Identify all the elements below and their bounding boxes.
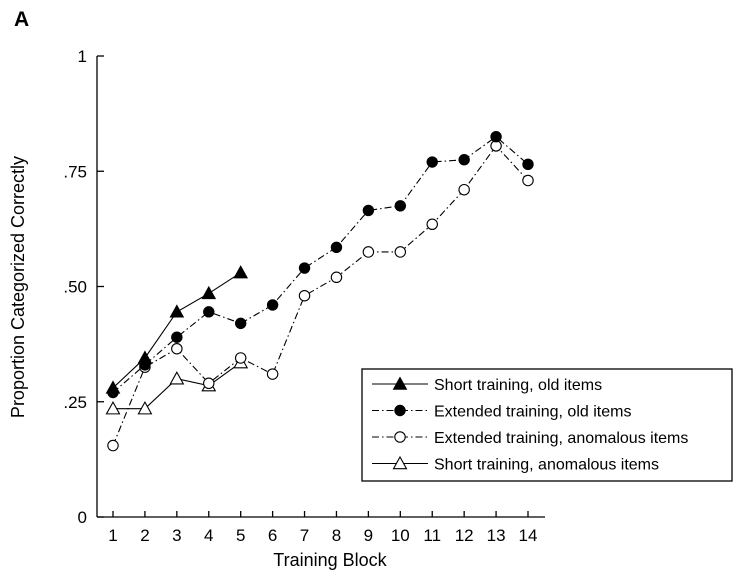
legend-label: Short training, anomalous items: [434, 457, 659, 474]
y-tick-label: .25: [63, 393, 87, 412]
marker-filled-circle: [203, 306, 215, 318]
x-tick-label: 6: [268, 526, 277, 545]
marker-open-circle: [298, 289, 311, 302]
x-tick-label: 4: [204, 526, 213, 545]
panel-label: A: [14, 8, 29, 31]
x-tick-label: 14: [519, 526, 538, 545]
marker-open-circle: [266, 368, 279, 380]
series-line: [112, 272, 241, 389]
marker-filled-circle: [394, 404, 406, 417]
marker-open-circle: [234, 352, 247, 364]
y-tick-label: .75: [63, 162, 87, 181]
legend: Short training, old items Extended traini…: [361, 368, 733, 482]
marker-filled-triangle: [233, 265, 249, 279]
x-tick-label: 12: [455, 526, 474, 545]
x-tick-label: 11: [423, 526, 441, 545]
series-group: [105, 354, 249, 415]
x-tick-label: 5: [236, 526, 245, 545]
marker-filled-circle: [426, 156, 438, 168]
x-tick-label: 8: [332, 526, 341, 545]
marker-open-circle: [171, 342, 183, 355]
legend-label: Short training, old items: [434, 377, 602, 394]
marker-filled-triangle: [392, 376, 408, 390]
marker-filled-circle: [298, 262, 311, 274]
legend-label: Extended training, anomalous items: [434, 430, 688, 447]
plot-area: [105, 130, 534, 452]
legend-box: [361, 368, 733, 482]
series-group: [107, 130, 534, 399]
marker-filled-triangle: [169, 304, 185, 318]
marker-filled-circle: [458, 154, 470, 166]
marker-open-circle: [203, 377, 215, 390]
y-tick-label: 0: [78, 508, 87, 527]
marker-filled-circle: [266, 299, 279, 311]
x-tick-label: 2: [140, 526, 149, 545]
marker-filled-circle: [522, 158, 534, 171]
series-line: [112, 135, 529, 393]
x-axis-label: Training Block: [273, 550, 387, 570]
marker-open-circle: [426, 218, 438, 231]
marker-filled-triangle: [137, 350, 153, 364]
x-tick-label: 13: [487, 526, 506, 545]
marker-open-circle: [522, 174, 534, 187]
x-tick-label: 3: [172, 526, 181, 545]
marker-filled-circle: [362, 204, 375, 217]
marker-filled-circle: [234, 317, 247, 330]
marker-open-circle: [394, 246, 407, 258]
series-group: [105, 265, 249, 394]
y-axis-label: Proportion Categorized Correctly: [8, 156, 28, 418]
marker-filled-triangle: [105, 380, 121, 394]
marker-filled-circle: [330, 241, 343, 254]
marker-open-circle: [107, 439, 119, 452]
marker-open-circle: [330, 271, 343, 284]
marker-open-triangle: [137, 401, 153, 415]
marker-filled-circle: [490, 130, 502, 143]
marker-open-circle: [362, 246, 375, 258]
marker-open-circle: [458, 183, 470, 196]
y-tick-label: .50: [63, 278, 87, 297]
x-tick-label: 7: [300, 526, 309, 545]
x-tick-label: 10: [391, 526, 410, 545]
legend-label: Extended training, old items: [434, 404, 631, 421]
marker-open-triangle: [105, 401, 121, 415]
marker-filled-circle: [171, 331, 183, 343]
marker-open-triangle: [392, 455, 408, 470]
series-line: [112, 145, 529, 446]
x-tick-label: 1: [108, 526, 117, 545]
y-tick-label: 1: [78, 47, 87, 66]
marker-open-triangle: [169, 371, 185, 385]
marker-open-circle: [394, 431, 406, 443]
x-tick-label: 9: [364, 526, 373, 545]
marker-filled-triangle: [201, 285, 217, 300]
marker-filled-circle: [394, 200, 407, 212]
series-group: [107, 140, 534, 452]
